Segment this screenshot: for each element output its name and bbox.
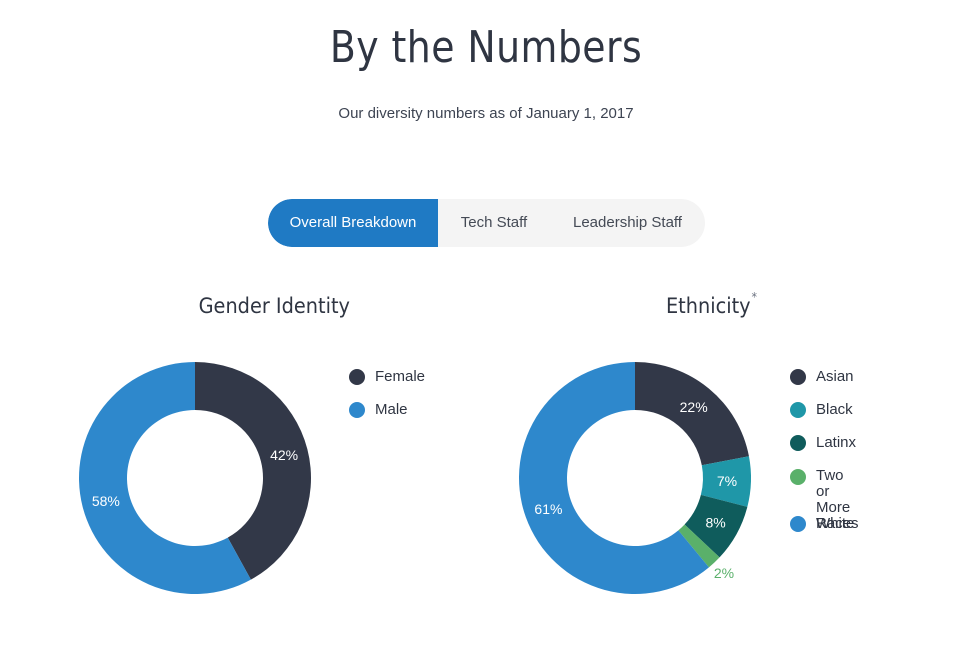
gender-legend: Female Male bbox=[349, 368, 459, 438]
legend-swatch bbox=[790, 435, 806, 451]
slice-label-two-or-more-races: 2% bbox=[714, 565, 734, 581]
ethnicity-donut-chart: 22% 7% 8% 2% 61% bbox=[519, 362, 751, 594]
slice-label-latinx: 8% bbox=[706, 514, 726, 530]
tab-leadership-staff[interactable]: Leadership Staff bbox=[573, 214, 682, 231]
slice-label-female: 42% bbox=[270, 447, 298, 463]
page-subtitle: Our diversity numbers as of January 1, 2… bbox=[338, 105, 634, 122]
slice-label-black: 7% bbox=[717, 473, 737, 489]
legend-label: Asian bbox=[816, 368, 854, 385]
gender-donut-chart: 42% 58% bbox=[79, 362, 312, 594]
ethnicity-title-marker: * bbox=[751, 290, 758, 304]
tab-overall-breakdown[interactable]: Overall Breakdown bbox=[268, 199, 438, 247]
legend-swatch bbox=[790, 469, 806, 485]
legend-label: Latinx bbox=[816, 434, 857, 451]
legend-swatch bbox=[790, 402, 806, 418]
slice-white[interactable] bbox=[519, 362, 709, 594]
tab-tech-staff[interactable]: Tech Staff bbox=[460, 214, 528, 231]
breakdown-tabs: Overall Breakdown Tech Staff Leadership … bbox=[268, 199, 705, 247]
slice-female[interactable] bbox=[195, 362, 312, 580]
slice-asian[interactable] bbox=[635, 362, 749, 466]
slice-male[interactable] bbox=[79, 362, 251, 594]
legend-label: Male bbox=[375, 401, 408, 418]
page-title: By the Numbers bbox=[329, 22, 643, 73]
slice-black[interactable] bbox=[700, 456, 751, 507]
slice-label-asian: 22% bbox=[680, 399, 708, 415]
ethnicity-title-text: Ethnicity bbox=[665, 294, 751, 318]
legend-swatch bbox=[790, 516, 806, 532]
slice-latinx[interactable] bbox=[684, 494, 748, 558]
legend-label: Black bbox=[816, 401, 853, 418]
slice-two-or-more-races[interactable] bbox=[678, 524, 720, 568]
slice-label-male: 58% bbox=[92, 493, 120, 509]
gender-chart-title: Gender Identity bbox=[198, 294, 350, 318]
ethnicity-legend: Asian Black Latinx Two or More Races White bbox=[790, 368, 920, 538]
legend-label: White bbox=[816, 515, 855, 532]
slice-label-white: 61% bbox=[534, 501, 562, 517]
legend-swatch bbox=[349, 369, 365, 385]
legend-swatch bbox=[790, 369, 806, 385]
legend-label: Two or More Races bbox=[816, 467, 859, 532]
legend-label: Female bbox=[375, 368, 426, 385]
ethnicity-chart-title: Ethnicity* bbox=[665, 290, 757, 318]
legend-swatch bbox=[349, 402, 365, 418]
